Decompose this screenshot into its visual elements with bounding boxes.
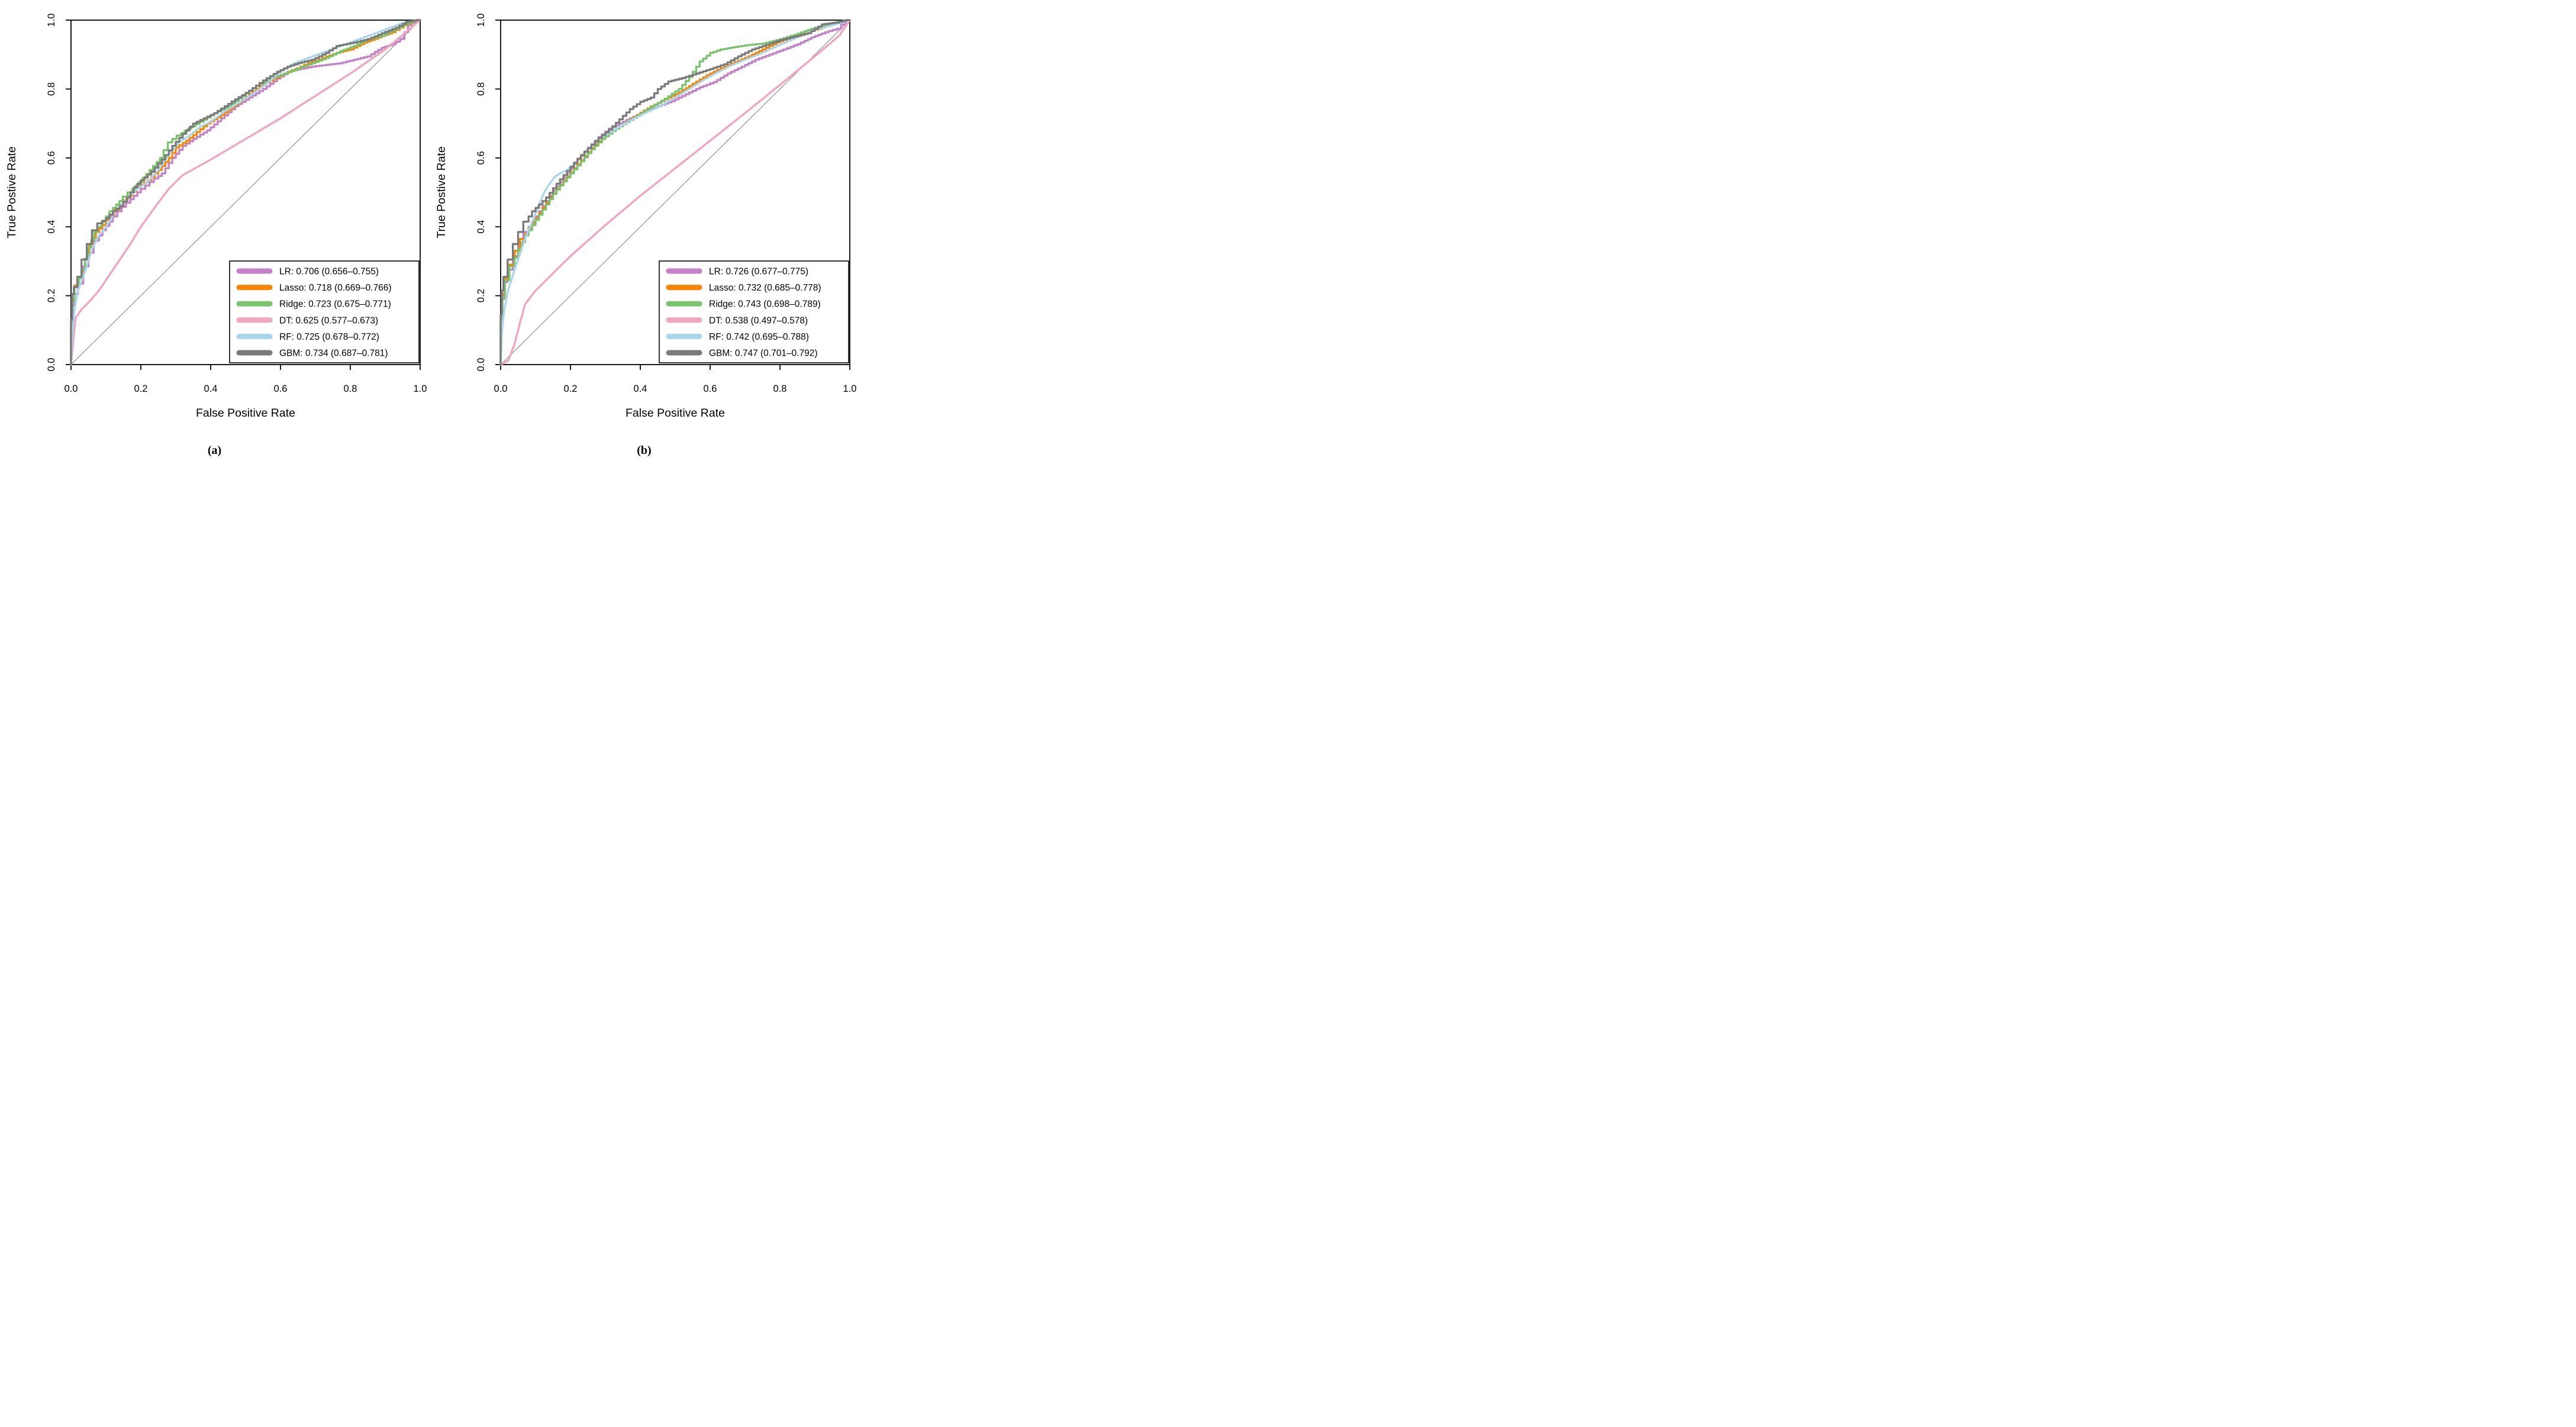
y-tick-label: 0.8 [476,82,486,96]
legend-label: Ridge: 0.723 (0.675–0.771) [279,299,391,310]
y-axis-title: True Postive Rate [5,146,18,238]
legend-box [659,260,849,363]
x-tick-label: 0.4 [204,384,218,394]
y-tick-label: 0.0 [476,358,486,372]
legend-label: RF: 0.725 (0.678–0.772) [279,332,379,342]
x-tick-label: 0.6 [274,384,288,394]
x-tick-label: 0.0 [494,384,508,394]
legend: LR: 0.706 (0.656–0.755) Lasso: 0.718 (0.6… [229,260,420,363]
roc-curve-ridge [499,19,851,366]
x-tick-label: 0.4 [634,384,647,394]
x-axis-title: False Positive Rate [196,407,295,420]
legend-label: Lasso: 0.718 (0.669–0.766) [279,283,392,293]
y-tick-label: 0.8 [46,82,57,96]
axes: 0.0 0.2 0.4 0.6 0.8 1.0 0.0 0.2 0.4 0.6 0.8 1.0 Fals… [435,14,856,420]
legend-label: RF: 0.742 (0.695–0.788) [709,332,809,342]
roc-curve-dt [70,19,421,366]
x-axis-title: False Positive Rate [626,407,725,420]
y-tick-label: 0.2 [46,289,57,302]
y-axis-title: True Postive Rate [435,146,448,238]
legend-item-lasso: Lasso: 0.732 (0.685–0.778) [666,283,821,293]
x-axis: 0.0 0.2 0.4 0.6 0.8 1.0 [494,365,857,394]
legend-item-ridge: Ridge: 0.743 (0.698–0.789) [666,299,821,310]
y-tick-label: 0.6 [476,151,486,165]
panel-b: 0.0 0.2 0.4 0.6 0.8 1.0 0.0 0.2 0.4 0.6 0.8 1.0 Fals… [430,0,859,476]
chance-diagonal-line [500,20,850,365]
legend-box [229,260,420,363]
y-tick-label: 0.4 [46,220,57,234]
x-tick-label: 0.8 [344,384,357,394]
legend: LR: 0.726 (0.677–0.775) Lasso: 0.732 (0.6… [659,260,849,363]
legend-label: DT: 0.538 (0.497–0.578) [709,315,808,326]
x-tick-label: 0.6 [704,384,717,394]
x-tick-label: 1.0 [414,384,427,394]
roc-figure: 0.0 0.2 0.4 0.6 0.8 1.0 0.0 0.2 0.4 0.6 0.8 1.0 Fals… [0,0,859,476]
legend-item-gbm: GBM: 0.747 (0.701–0.792) [666,349,818,359]
legend-item-dt: DT: 0.538 (0.497–0.578) [666,315,808,326]
legend-item-dt: DT: 0.625 (0.577–0.673) [236,315,378,326]
series [499,19,851,366]
legend-item-lasso: Lasso: 0.718 (0.669–0.766) [236,283,392,293]
x-tick-label: 0.0 [65,384,78,394]
legend-item-lr: LR: 0.726 (0.677–0.775) [666,267,808,277]
legend-label: Ridge: 0.743 (0.698–0.789) [709,299,821,310]
x-axis: 0.0 0.2 0.4 0.6 0.8 1.0 [65,365,427,394]
roc-chart-a: 0.0 0.2 0.4 0.6 0.8 1.0 0.0 0.2 0.4 0.6 0.8 1.0 Fals… [5,14,427,420]
roc-curve-gbm [70,19,421,366]
series [70,19,421,366]
legend-label: DT: 0.625 (0.577–0.673) [279,315,378,326]
y-axis: 0.0 0.2 0.4 0.6 0.8 1.0 [46,14,71,372]
legend-item-gbm: GBM: 0.734 (0.687–0.781) [236,349,388,359]
chance-diagonal-line [70,20,421,365]
x-tick-label: 0.2 [134,384,148,394]
y-tick-label: 0.6 [46,151,57,165]
legend-item-ridge: Ridge: 0.723 (0.675–0.771) [236,299,391,310]
y-axis: 0.0 0.2 0.4 0.6 0.8 1.0 [476,14,501,372]
legend-label: GBM: 0.734 (0.687–0.781) [279,349,388,359]
y-tick-label: 0.2 [476,289,486,302]
plot-frame [70,20,421,365]
legend-item-rf: RF: 0.742 (0.695–0.788) [666,332,809,342]
roc-curve-gbm [499,19,851,366]
y-tick-label: 1.0 [476,14,486,27]
y-tick-label: 0.4 [476,220,486,234]
x-tick-label: 0.2 [564,384,578,394]
legend-label: LR: 0.726 (0.677–0.775) [709,267,808,277]
x-tick-label: 1.0 [843,384,857,394]
x-tick-label: 0.8 [773,384,787,394]
legend-label: LR: 0.706 (0.656–0.755) [279,267,379,277]
roc-curve-dt [499,19,851,366]
roc-curve-lr [70,19,421,366]
panel-a: 0.0 0.2 0.4 0.6 0.8 1.0 0.0 0.2 0.4 0.6 0.8 1.0 Fals… [0,0,429,476]
caption-b: (b) [637,444,652,457]
y-tick-label: 0.0 [46,358,57,372]
legend-label: GBM: 0.747 (0.701–0.792) [709,349,818,359]
axes: 0.0 0.2 0.4 0.6 0.8 1.0 0.0 0.2 0.4 0.6 0.8 1.0 Fals… [5,14,427,420]
caption-a: (a) [207,444,222,457]
y-tick-label: 1.0 [46,14,57,27]
legend-item-rf: RF: 0.725 (0.678–0.772) [236,332,379,342]
plot-frame [500,20,850,365]
legend-label: Lasso: 0.732 (0.685–0.778) [709,283,821,293]
roc-chart-b: 0.0 0.2 0.4 0.6 0.8 1.0 0.0 0.2 0.4 0.6 0.8 1.0 Fals… [435,14,856,420]
legend-item-lr: LR: 0.706 (0.656–0.755) [236,267,379,277]
